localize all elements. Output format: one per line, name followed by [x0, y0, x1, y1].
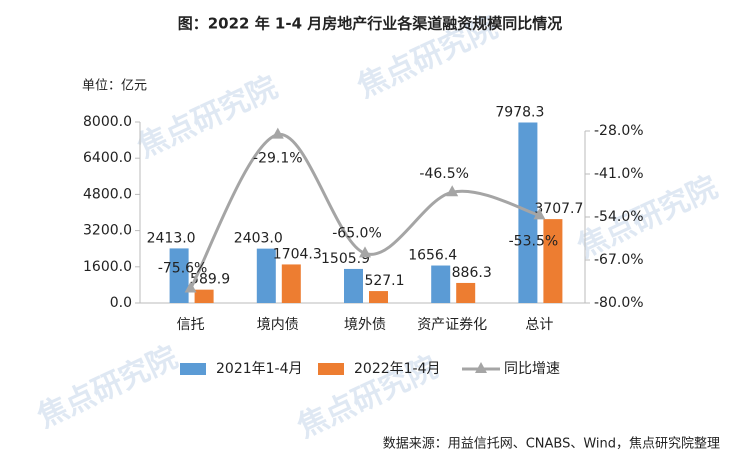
y2-tick-label: -41.0%	[594, 166, 644, 182]
bar-value-label: 1704.3	[273, 246, 322, 262]
bar	[194, 289, 214, 303]
legend-swatch	[180, 363, 206, 375]
legend-label: 2022年1-4月	[354, 361, 441, 377]
line-value-label: -65.0%	[332, 225, 382, 241]
line	[189, 133, 540, 290]
bar-value-label: 589.9	[190, 272, 230, 288]
legend-label: 2021年1-4月	[216, 361, 303, 377]
y2-tick-label: -54.0%	[594, 209, 644, 225]
bar-value-label: 886.3	[452, 265, 492, 281]
x-tick-label: 资产证券化	[417, 317, 487, 333]
source-note: 数据来源：用益信托网、CNABS、Wind，焦点研究院整理	[383, 437, 720, 452]
bar-value-label: 2413.0	[147, 230, 196, 246]
bar	[256, 248, 276, 303]
legend-swatch	[318, 363, 344, 375]
bar	[431, 265, 451, 303]
x-tick-label: 境外债	[344, 317, 386, 333]
bar	[169, 248, 189, 303]
bar	[369, 291, 388, 303]
line-value-label: -53.5%	[509, 233, 559, 249]
x-tick-label: 总计	[525, 317, 553, 333]
bar-value-label: 1656.4	[408, 248, 457, 264]
bar	[518, 122, 538, 303]
bar-value-label: 2403.0	[234, 231, 283, 247]
bar	[543, 219, 563, 303]
legend-label: 同比增速	[504, 361, 560, 377]
bar-value-label: 3707.7	[534, 201, 583, 217]
bar	[456, 282, 476, 303]
line-marker	[271, 127, 284, 139]
bar-value-label: 1505.9	[321, 251, 370, 267]
watermark: 焦点研究院	[32, 340, 183, 435]
line-value-label: -75.6%	[158, 260, 208, 276]
y-tick-label: 8000.0	[83, 114, 132, 130]
line-marker	[184, 281, 197, 293]
x-tick-label: 境内债	[257, 317, 299, 333]
chart-title: 图：2022 年 1-4 月房地产行业各渠道融资规模同比情况	[178, 15, 563, 33]
y-tick-label: 4800.0	[83, 186, 132, 202]
y-tick-label: 0.0	[110, 295, 132, 311]
x-tick-label: 信托	[177, 317, 205, 333]
y2-tick-label: -67.0%	[594, 252, 644, 268]
line-value-label: -29.1%	[253, 151, 303, 167]
bar-value-label: 7978.3	[495, 104, 544, 120]
y2-tick-label: -28.0%	[594, 123, 644, 139]
line-marker	[359, 246, 371, 258]
y-tick-label: 1600.0	[83, 259, 132, 275]
y2-tick-label: -80.0%	[594, 295, 644, 311]
line-marker	[446, 185, 459, 197]
y-tick-label: 6400.0	[83, 150, 132, 166]
bar	[281, 264, 301, 303]
line-marker	[533, 208, 546, 220]
bar	[344, 268, 363, 303]
y-tick-label: 3200.0	[83, 223, 132, 239]
legend-marker	[475, 362, 487, 373]
line-value-label: -46.5%	[419, 166, 469, 182]
y-axis-label: 单位：亿元	[82, 79, 147, 94]
bar-value-label: 527.1	[364, 273, 404, 289]
